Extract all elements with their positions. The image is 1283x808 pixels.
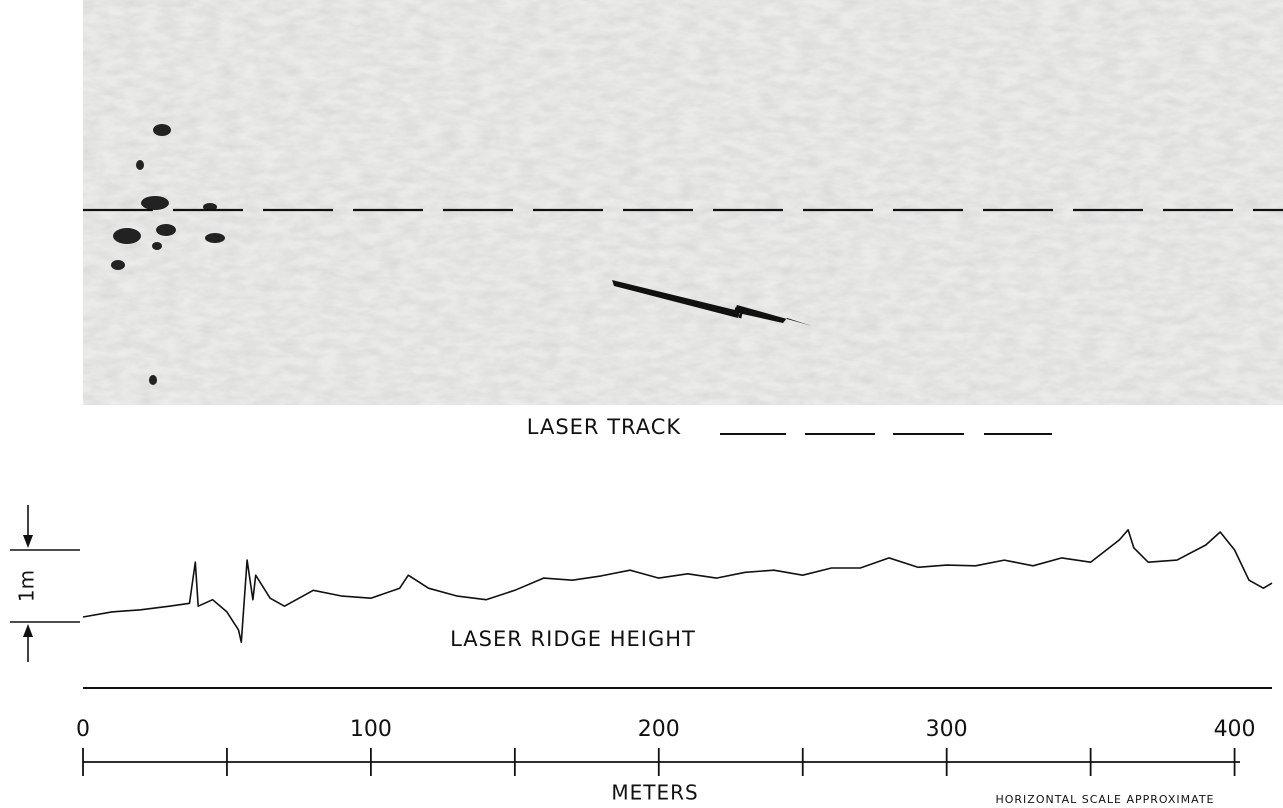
north-label: N — [731, 305, 745, 322]
x-tick-label: 400 — [1214, 717, 1256, 742]
scale-note: HORIZONTAL SCALE APPROXIMATE — [995, 793, 1214, 806]
profile-label: LASER RIDGE HEIGHT — [450, 627, 696, 651]
profile-line — [82, 529, 1273, 643]
aerial-photo: N — [83, 0, 1283, 405]
x-axis-label: METERS — [611, 781, 698, 805]
x-tick-label: 300 — [926, 717, 968, 742]
x-tick-label: 0 — [76, 717, 90, 742]
x-tick-label: 100 — [350, 717, 392, 742]
track-label: LASER TRACK — [527, 415, 682, 439]
photo-texture — [83, 0, 1283, 405]
north-arrow — [612, 280, 812, 326]
dark-patches — [111, 124, 225, 385]
x-tick-label: 200 — [638, 717, 680, 742]
height-scale-bar — [10, 505, 80, 662]
scale-bar-label: 1m — [15, 570, 39, 602]
